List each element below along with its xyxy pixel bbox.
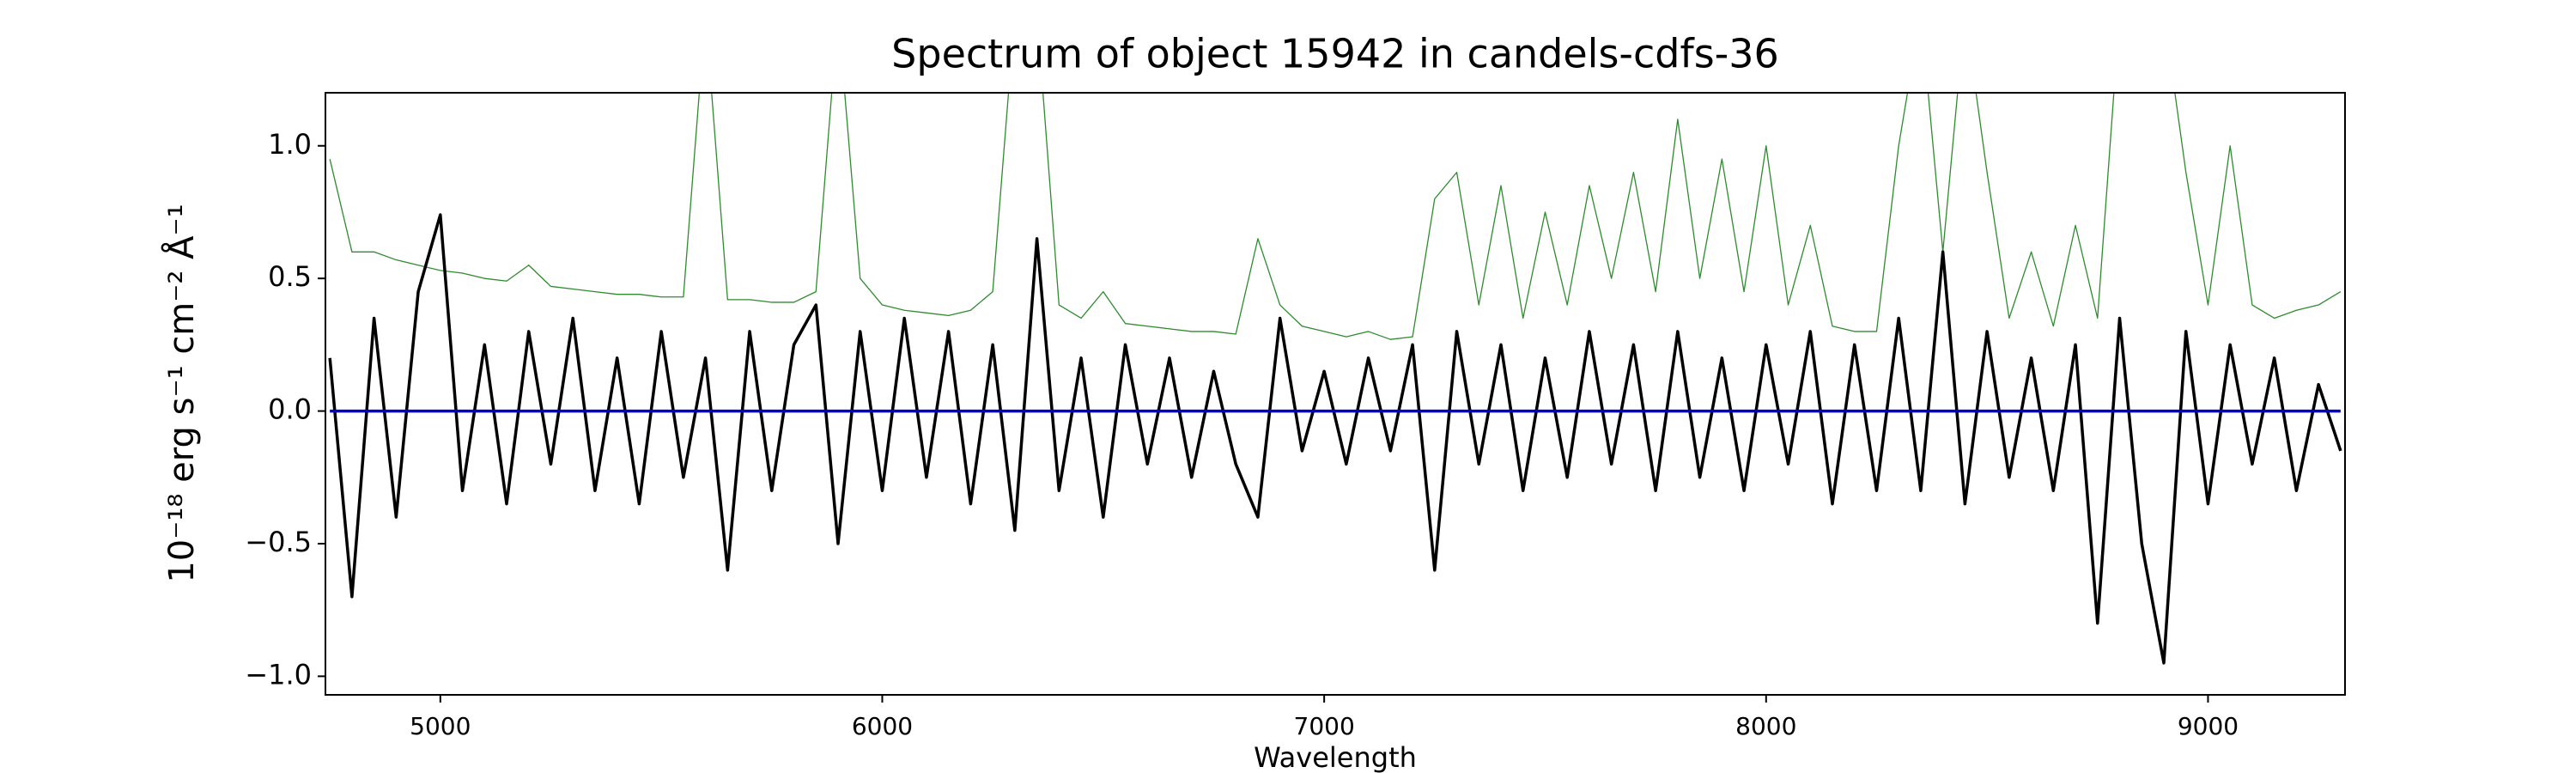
x-tick-label: 7000 bbox=[1294, 712, 1355, 740]
y-tick-label: −0.5 bbox=[245, 526, 312, 558]
y-tick-label: 0.5 bbox=[268, 260, 312, 293]
plot-area bbox=[328, 93, 2342, 665]
x-tick-label: 5000 bbox=[410, 712, 471, 740]
y-axis-label: 10⁻¹⁸ erg s⁻¹ cm⁻² Å⁻¹ bbox=[161, 204, 202, 582]
series-line bbox=[328, 213, 2342, 665]
x-tick-label: 8000 bbox=[1735, 712, 1796, 740]
x-axis-label: Wavelength bbox=[1254, 741, 1417, 773]
chart-title: Spectrum of object 15942 in candels-cdfs… bbox=[891, 31, 1779, 77]
y-tick-label: −1.0 bbox=[245, 658, 312, 691]
y-tick-label: 0.0 bbox=[268, 393, 312, 426]
x-tick-label: 9000 bbox=[2178, 712, 2239, 740]
x-tick-label: 6000 bbox=[852, 712, 913, 740]
series-line bbox=[329, 93, 2342, 340]
axes-frame bbox=[325, 92, 2346, 696]
y-tick-label: 1.0 bbox=[268, 128, 312, 161]
